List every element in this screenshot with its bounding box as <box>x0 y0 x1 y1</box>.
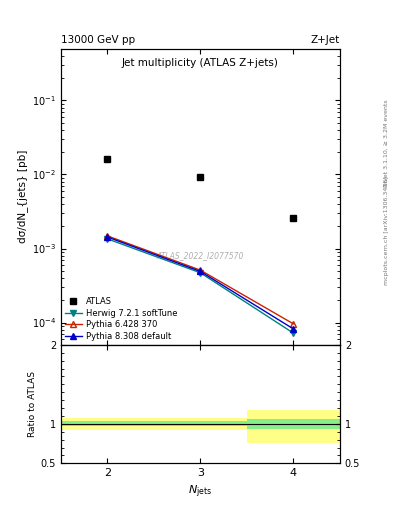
Text: 13000 GeV pp: 13000 GeV pp <box>61 35 135 45</box>
Text: Z+Jet: Z+Jet <box>311 35 340 45</box>
Y-axis label: dσ/dN_{jets} [pb]: dσ/dN_{jets} [pb] <box>17 150 28 243</box>
X-axis label: $N_\mathrm{jets}$: $N_\mathrm{jets}$ <box>188 484 213 500</box>
Text: ATLAS_2022_I2077570: ATLAS_2022_I2077570 <box>157 251 244 261</box>
Text: Rivet 3.1.10, ≥ 3.2M events: Rivet 3.1.10, ≥ 3.2M events <box>384 99 389 187</box>
Text: mcplots.cern.ch [arXiv:1306.3436]: mcplots.cern.ch [arXiv:1306.3436] <box>384 176 389 285</box>
Y-axis label: Ratio to ATLAS: Ratio to ATLAS <box>28 371 37 437</box>
Text: Jet multiplicity (ATLAS Z+jets): Jet multiplicity (ATLAS Z+jets) <box>122 57 279 68</box>
Legend: ATLAS, Herwig 7.2.1 softTune, Pythia 6.428 370, Pythia 8.308 default: ATLAS, Herwig 7.2.1 softTune, Pythia 6.4… <box>65 297 177 340</box>
